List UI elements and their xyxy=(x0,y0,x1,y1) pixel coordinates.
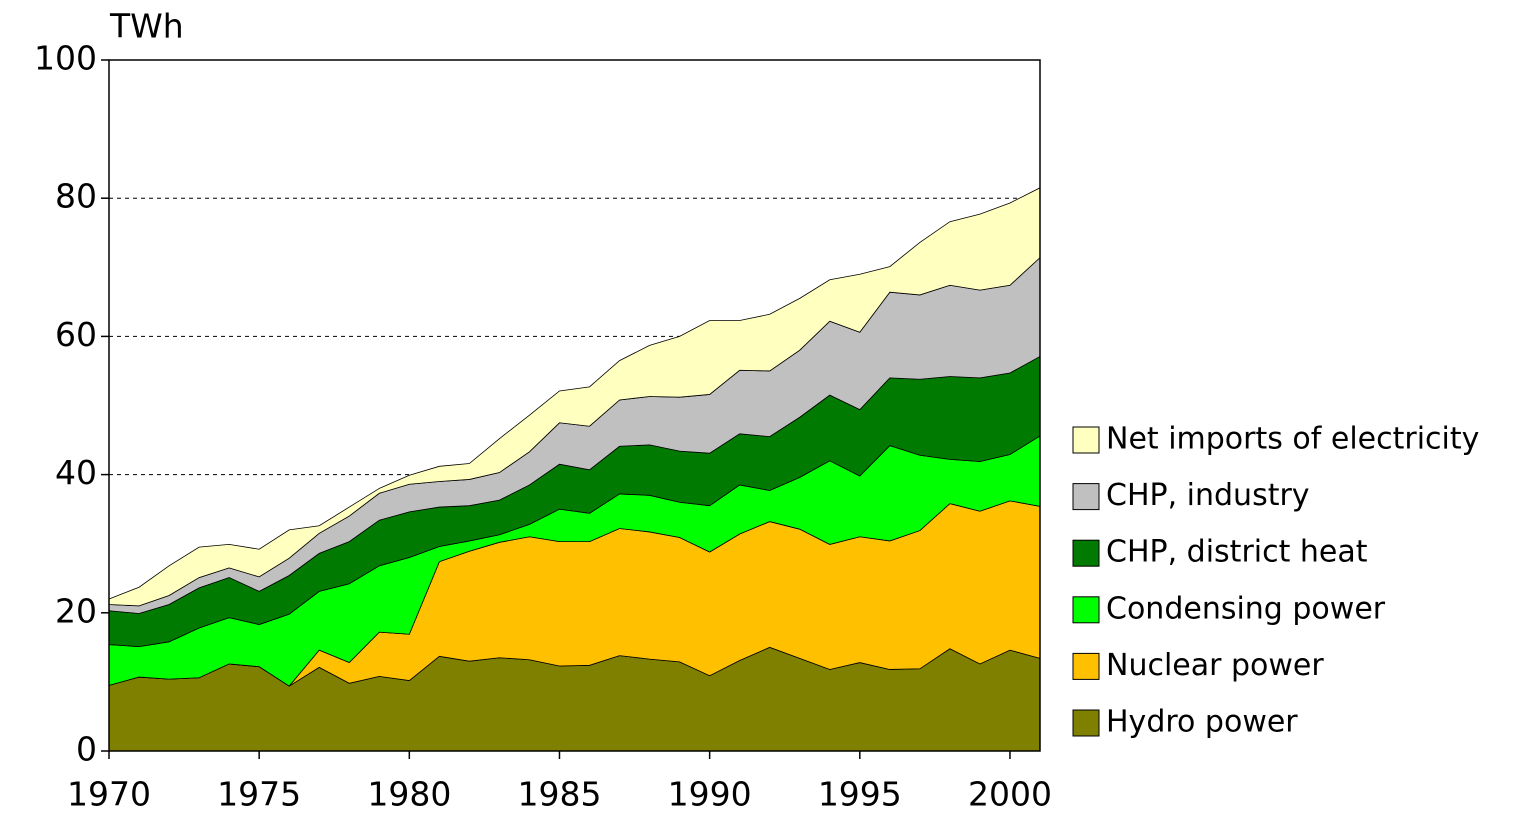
y-tick-label: 80 xyxy=(55,177,97,216)
y-axis-label: TWh xyxy=(109,7,184,46)
legend-label: Net imports of electricity xyxy=(1106,422,1479,457)
legend-label: Nuclear power xyxy=(1106,648,1324,683)
legend-label: Hydro power xyxy=(1106,705,1298,740)
y-tick-label: 100 xyxy=(34,39,97,78)
y-tick-label: 0 xyxy=(76,730,97,769)
y-tick-label: 20 xyxy=(55,591,97,630)
legend-swatch xyxy=(1072,652,1100,680)
legend-label: CHP, district heat xyxy=(1106,535,1368,570)
legend-swatch xyxy=(1072,539,1100,567)
x-tick-label: 2000 xyxy=(968,775,1052,813)
legend-swatch xyxy=(1072,426,1100,454)
legend-swatch xyxy=(1072,709,1100,737)
x-tick-label: 1975 xyxy=(217,775,301,813)
legend-swatch xyxy=(1072,483,1100,511)
x-tick-label: 1980 xyxy=(367,775,451,813)
legend-swatch xyxy=(1072,596,1100,624)
x-tick-label: 1995 xyxy=(818,775,902,813)
y-tick-label: 60 xyxy=(55,315,97,354)
x-tick-label: 1970 xyxy=(67,775,151,813)
y-tick-label: 40 xyxy=(55,453,97,492)
x-tick-label: 1990 xyxy=(668,775,752,813)
plot-border xyxy=(108,59,1041,752)
legend-label: CHP, industry xyxy=(1106,478,1310,513)
x-tick-label: 1985 xyxy=(517,775,601,813)
legend-label: Condensing power xyxy=(1106,591,1386,626)
